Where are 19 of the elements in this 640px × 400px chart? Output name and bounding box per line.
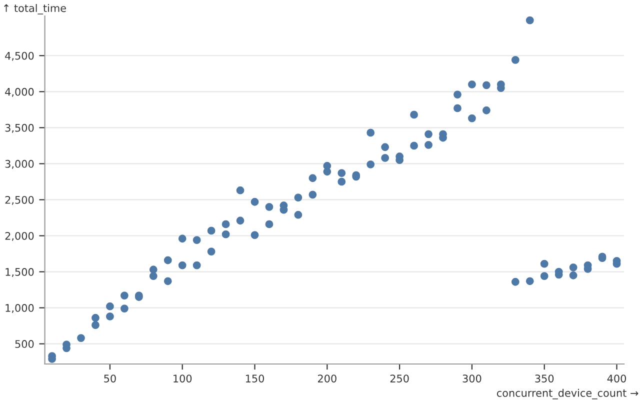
x-axis-title: concurrent_device_count → [496,388,638,400]
x-tick-label: 400 [607,374,626,382]
y-tick-label: 500 [15,340,34,348]
y-tick-label: 4,500 [5,52,34,61]
y-tick-label: 3,000 [5,160,34,169]
x-tick-label: 300 [462,374,482,382]
x-tick-label: 50 [104,374,116,382]
x-tick-label: 200 [318,374,336,382]
y-tick-label: 3,500 [5,124,34,133]
y-tick-label: 1,000 [6,304,34,313]
y-tick-label: 4,000 [5,88,34,97]
x-tick-label: 350 [535,374,554,382]
x-tick-label: 250 [390,374,409,382]
y-tick-label: 1,500 [6,268,34,277]
x-tick-label: 100 [174,374,192,382]
y-tick-label: 2,000 [5,232,34,241]
x-tick-label: 150 [246,374,264,382]
y-axis-title: ↑ total_time [4,4,66,14]
y-tick-label: 2,500 [5,196,34,205]
